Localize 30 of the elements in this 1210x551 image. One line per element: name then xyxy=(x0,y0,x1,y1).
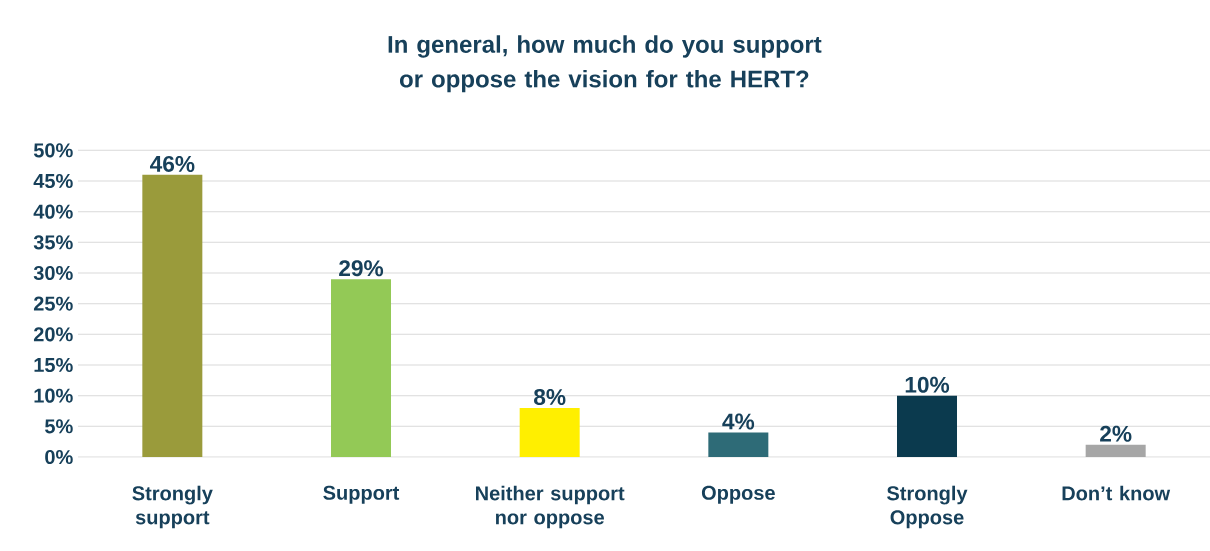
y-tick-label: 20% xyxy=(33,327,73,342)
y-tick-label: 5% xyxy=(44,419,73,434)
x-tick-label: Support xyxy=(323,485,400,504)
data-label: 29% xyxy=(339,260,384,277)
x-tick-label: Don’t know xyxy=(1062,485,1171,501)
bar xyxy=(897,395,957,457)
bar xyxy=(708,432,769,457)
bar xyxy=(519,407,580,457)
bar xyxy=(331,279,391,457)
y-tick-label: 40% xyxy=(33,204,73,219)
bar xyxy=(142,174,203,457)
data-label: 10% xyxy=(905,376,950,393)
y-tick-label: 45% xyxy=(33,173,73,189)
y-tick-label: 50% xyxy=(33,143,73,158)
x-tick-label: Oppose xyxy=(701,485,775,504)
chart-title: In general, how much do you support or oppose the vision for the HERT? xyxy=(388,35,822,93)
bar xyxy=(1085,444,1146,457)
x-tick-label: Neither support nor oppose xyxy=(476,485,625,529)
data-label: 8% xyxy=(534,388,566,406)
data-label: 4% xyxy=(722,413,755,430)
x-tick-label: Strongly support xyxy=(132,485,213,529)
y-tick-label: 10% xyxy=(34,388,73,403)
y-tick-label: 0% xyxy=(45,449,73,465)
data-label: 46% xyxy=(149,155,195,172)
x-tick-label: Strongly Oppose xyxy=(887,485,968,529)
y-tick-label: 25% xyxy=(33,296,73,311)
y-tick-label: 30% xyxy=(33,265,73,281)
y-tick-label: 15% xyxy=(34,357,73,373)
y-tick-label: 35% xyxy=(33,235,73,250)
data-label: 2% xyxy=(1100,425,1132,442)
